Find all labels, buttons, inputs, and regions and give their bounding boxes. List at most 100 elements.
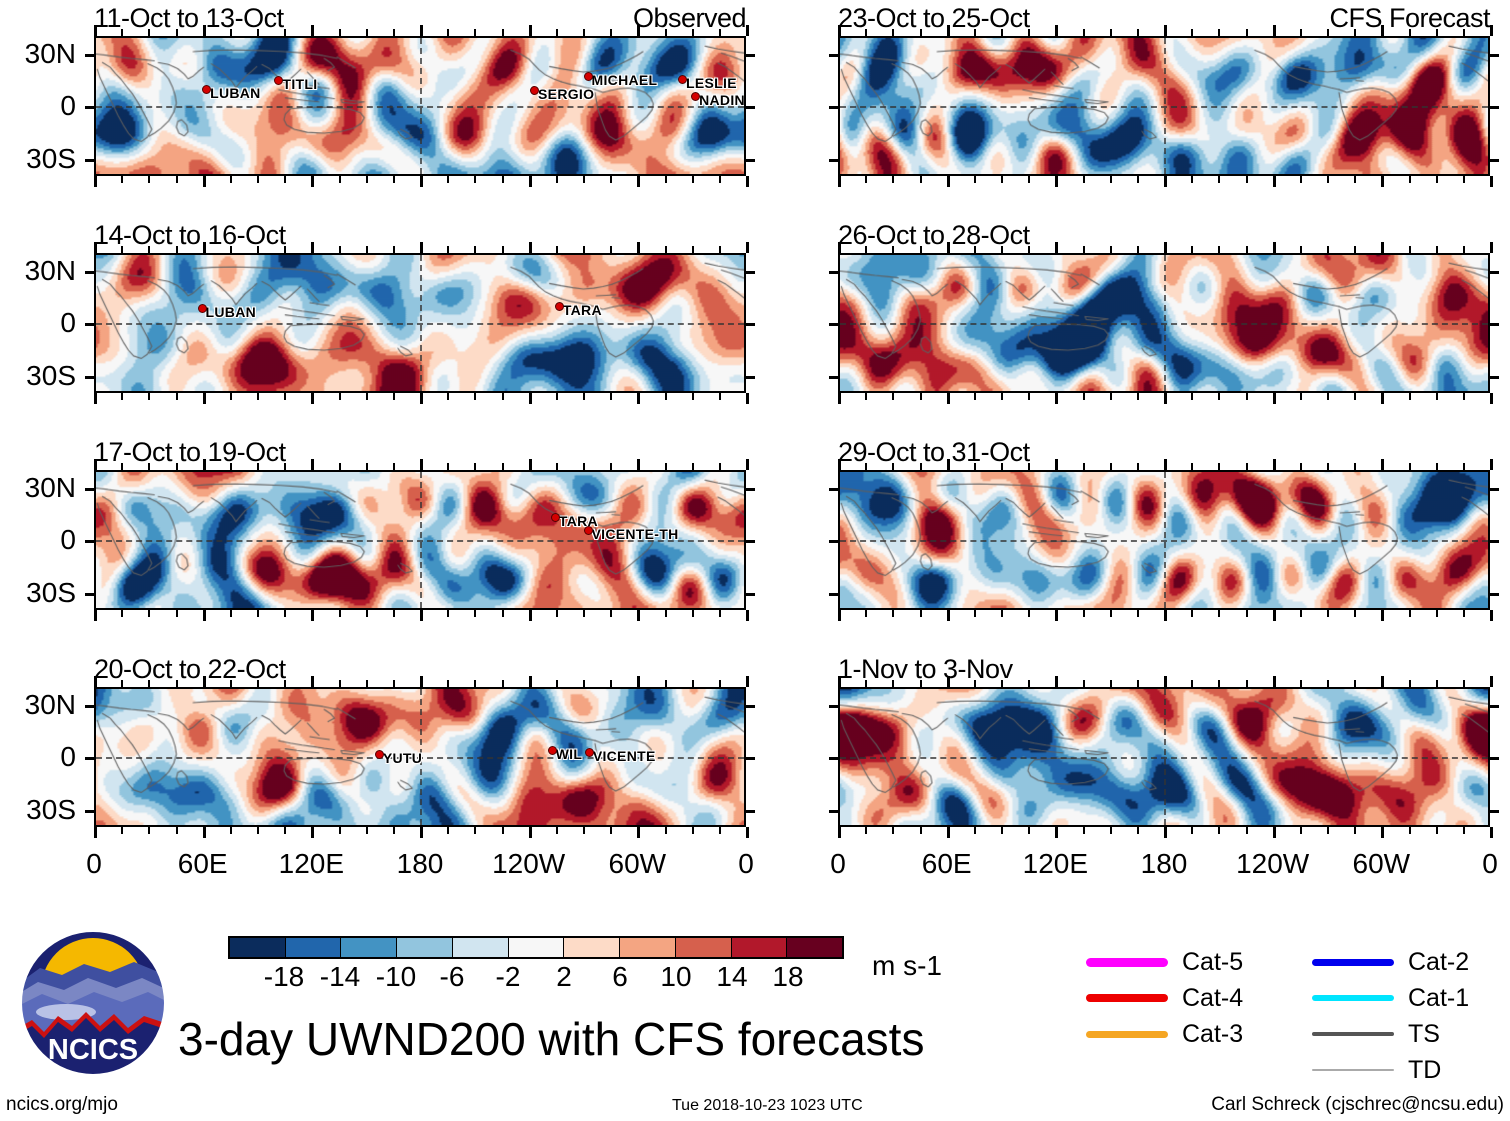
x-tick: [583, 176, 585, 183]
x-tick: [94, 827, 97, 838]
y-axis-label: 30S: [26, 793, 76, 825]
x-tick: [637, 827, 641, 838]
storm-track-marker: [274, 75, 284, 85]
x-tick: [718, 246, 721, 253]
ncics-logo-text: NCICS: [48, 1034, 138, 1066]
x-tick: [1435, 393, 1438, 400]
x-tick: [1055, 25, 1059, 36]
x-tick: [973, 176, 976, 183]
x-tick: [121, 463, 124, 470]
x-tick: [1191, 176, 1194, 183]
x-tick: [1354, 827, 1357, 834]
colorbar-segment-7: [620, 938, 676, 957]
y-tick: [85, 158, 94, 162]
x-tick: [121, 680, 124, 687]
legend-line-swatch: [1312, 958, 1394, 966]
storm-track-marker: [547, 746, 557, 756]
x-tick: [392, 610, 395, 617]
x-tick: [610, 176, 613, 183]
storm-track-marker: [530, 86, 540, 95]
x-tick: [1272, 459, 1276, 470]
x-tick: [121, 29, 124, 36]
x-tick: [1245, 29, 1248, 36]
x-tick: [1462, 393, 1465, 400]
x-tick: [664, 463, 667, 470]
x-tick: [610, 393, 613, 400]
x-tick: [1218, 610, 1221, 617]
y-axis-label: 30S: [26, 576, 76, 608]
colorbar-tick-label: 10: [660, 961, 692, 992]
x-tick: [718, 176, 721, 183]
x-tick: [1136, 246, 1139, 253]
x-tick: [447, 610, 450, 617]
x-tick: [338, 463, 341, 470]
x-tick: [583, 29, 585, 36]
y-tick: [746, 757, 755, 760]
x-tick: [838, 176, 841, 187]
x-tick: [610, 246, 613, 253]
x-tick: [474, 393, 477, 400]
colorbar-segment-1: [285, 938, 342, 957]
y-tick: [85, 757, 94, 760]
legend-line-swatch: [1312, 1069, 1394, 1071]
y-tick: [1490, 592, 1499, 596]
x-tick: [946, 25, 950, 36]
x-tick: [664, 393, 667, 400]
x-tick: [365, 827, 368, 834]
x-tick: [865, 29, 868, 36]
x-tick: [229, 680, 232, 687]
x-tick: [1490, 176, 1493, 187]
x-tick: [420, 176, 423, 187]
x-tick: [892, 463, 895, 470]
y-axis-label: 30N: [24, 471, 76, 503]
x-tick: [338, 176, 341, 183]
x-tick: [1299, 827, 1302, 834]
x-tick: [1191, 463, 1194, 470]
dateline-meridian: [420, 689, 422, 825]
colorbar-tick-label: -6: [439, 961, 465, 992]
x-tick: [474, 29, 477, 36]
storm-label-tara: TARA: [562, 302, 602, 319]
x-tick: [919, 246, 922, 253]
x-tick: [1218, 246, 1221, 253]
x-tick: [284, 29, 287, 36]
x-tick: [420, 242, 423, 253]
x-tick: [1354, 29, 1357, 36]
legend-row-cat-2: Cat-2: [1312, 947, 1469, 977]
x-tick: [1191, 827, 1194, 834]
x-tick: [1354, 393, 1357, 400]
x-tick: [365, 29, 368, 36]
x-tick: [838, 459, 841, 470]
x-tick: [121, 393, 124, 400]
legend-label: Cat-5: [1182, 947, 1244, 976]
x-tick: [973, 393, 976, 400]
x-tick: [1462, 463, 1465, 470]
x-tick: [1082, 827, 1085, 834]
x-tick: [664, 680, 667, 687]
x-tick: [1109, 827, 1112, 834]
x-tick: [365, 680, 368, 687]
x-tick: [257, 610, 259, 617]
x-tick: [1435, 246, 1438, 253]
y-tick: [1490, 487, 1499, 491]
colorbar-segment-8: [675, 938, 732, 957]
x-tick: [1490, 25, 1493, 36]
x-tick: [474, 610, 477, 617]
x-tick: [691, 463, 694, 470]
panel-title: 14-Oct to 16-Oct: [94, 220, 286, 250]
x-tick: [1408, 176, 1411, 183]
x-tick: [338, 610, 341, 617]
dateline-meridian: [1164, 38, 1166, 174]
x-tick: [919, 827, 922, 834]
legend-row-ts: TS: [1312, 1019, 1440, 1049]
x-tick: [1435, 463, 1438, 470]
x-tick: [1354, 680, 1357, 687]
x-tick: [420, 393, 423, 404]
legend-row-cat-1: Cat-1: [1312, 983, 1469, 1013]
x-tick: [1218, 827, 1221, 834]
panel-title: 20-Oct to 22-Oct: [94, 654, 286, 684]
x-tick: [637, 459, 641, 470]
x-tick: [94, 610, 97, 621]
y-tick: [746, 158, 755, 162]
x-tick: [229, 176, 232, 183]
